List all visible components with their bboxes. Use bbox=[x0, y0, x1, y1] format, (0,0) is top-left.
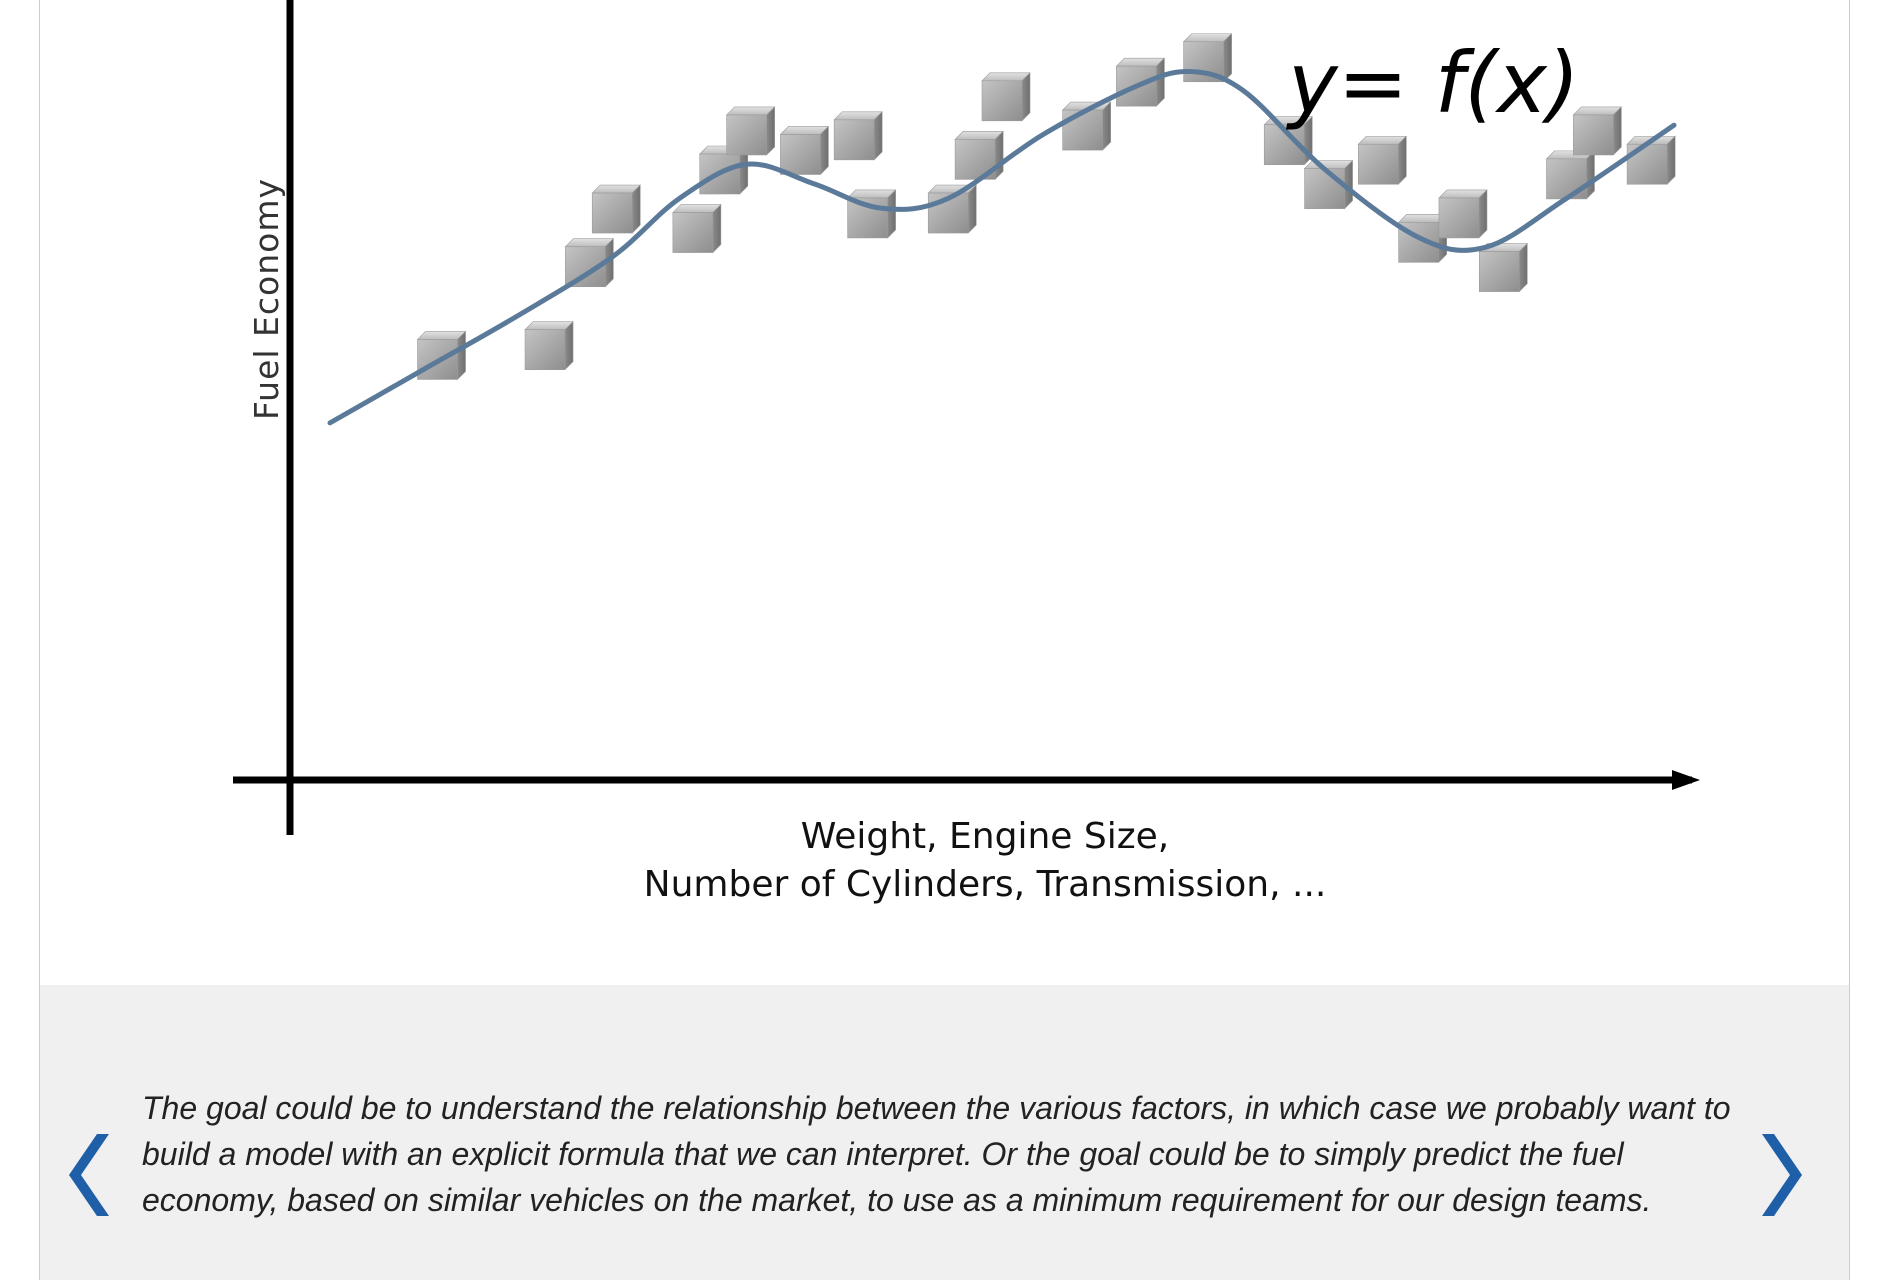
x-axis-label-line-2: Number of Cylinders, Transmission, ... bbox=[644, 864, 1327, 905]
data-point-cube bbox=[564, 237, 615, 288]
data-point-cube bbox=[524, 320, 574, 371]
data-point-cube bbox=[927, 184, 977, 234]
chevron-right-icon bbox=[1762, 1134, 1802, 1216]
chevron-left-icon bbox=[69, 1134, 109, 1216]
data-point-cube bbox=[1545, 150, 1596, 200]
data-point-cube bbox=[1357, 135, 1408, 185]
data-point-cube bbox=[416, 330, 467, 381]
data-point-cube bbox=[1572, 106, 1623, 156]
data-point-cube bbox=[672, 203, 722, 254]
data-point-cube bbox=[846, 189, 897, 239]
slide-frame: y= f(x) Fuel Economy Weight, Engine Size… bbox=[39, 0, 1850, 1280]
next-slide-button[interactable] bbox=[1758, 1130, 1818, 1220]
fit-curve bbox=[327, 68, 1677, 426]
data-point-cube bbox=[591, 184, 641, 234]
formula-label: y= f(x) bbox=[1285, 34, 1580, 132]
caption-panel: The goal could be to understand the rela… bbox=[40, 985, 1849, 1280]
fuel-economy-chart: y= f(x) Fuel Economy Weight, Engine Size… bbox=[233, 0, 1700, 905]
data-points bbox=[416, 33, 1676, 381]
data-point-cube bbox=[725, 106, 776, 156]
x-axis-label-line-1: Weight, Engine Size, bbox=[801, 816, 1169, 857]
data-point-cube bbox=[1478, 242, 1529, 293]
previous-slide-button[interactable] bbox=[53, 1130, 113, 1220]
caption-text: The goal could be to understand the rela… bbox=[142, 1090, 1731, 1218]
y-axis-label: Fuel Economy bbox=[247, 178, 286, 420]
data-point-cube bbox=[1115, 57, 1166, 107]
data-point-cube bbox=[833, 111, 883, 161]
data-point-cube bbox=[1438, 189, 1488, 239]
data-point-cube bbox=[954, 130, 1004, 181]
data-point-cube bbox=[779, 125, 830, 176]
data-point-cube bbox=[981, 72, 1031, 122]
slide-area: y= f(x) Fuel Economy Weight, Engine Size… bbox=[40, 0, 1849, 985]
x-axis-arrow bbox=[1672, 770, 1700, 790]
